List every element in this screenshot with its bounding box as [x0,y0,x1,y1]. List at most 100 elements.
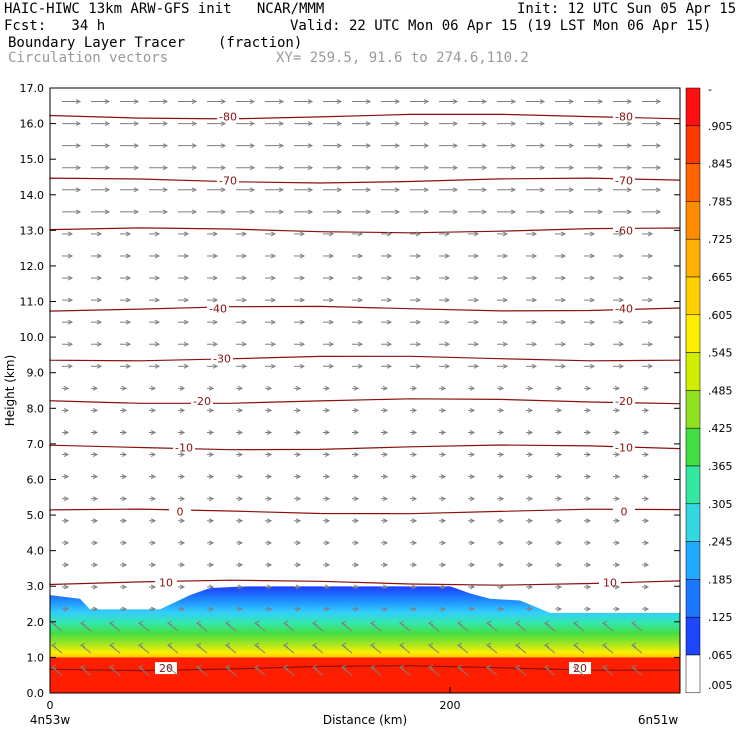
vector-arrowhead [498,584,505,590]
vector-arrowhead [647,253,654,259]
vector-arrowhead [415,297,422,303]
vector-arrowhead [212,363,219,369]
vector-arrowhead [212,253,219,259]
vector-arrowhead [92,606,99,612]
vector-arrowhead [295,496,302,502]
vector-arrowhead [382,606,389,612]
vector-arrowhead [502,363,509,369]
vector-arrowhead [353,606,360,612]
colorbar-label: .125 [708,611,733,624]
vector-arrowhead [336,121,343,127]
vector-arrowhead [618,297,625,303]
vector-arrowhead [270,253,277,259]
contour-label-bg [155,576,177,589]
vector-arrowhead [266,606,273,612]
vector-arrowhead [353,430,360,435]
vector-arrowhead [568,143,575,149]
vector-arrowhead [527,540,534,546]
vector-arrowhead [220,121,227,127]
vector-arrowhead [220,143,227,149]
vector-arrowhead [556,540,563,546]
contour-label-bg [613,395,635,408]
vector-arrowhead [469,385,476,391]
vector-arrowhead [278,143,285,149]
vector-arrowhead [241,275,248,281]
vector-arrowhead [179,474,186,480]
vector-arrowhead [452,121,459,127]
colorbar-segment [685,427,701,467]
vector-arrowhead [498,606,505,612]
vector-arrowhead [278,165,285,171]
vector-arrowhead [411,430,418,435]
vector-arrowhead [597,143,604,149]
vector-arrowhead [328,319,335,325]
vector-arrowhead [498,496,505,502]
vector-arrowhead [137,620,144,626]
colorbar-segment [685,503,701,542]
vector-arrowhead [154,275,161,281]
contour-label-bg [613,302,635,315]
vector-arrowhead [585,606,592,612]
vector-arrowhead [498,430,505,435]
vector-arrowhead [237,584,244,590]
vector-arrowhead [191,209,198,215]
vector-arrowhead [179,385,186,391]
vector-arrowhead [121,496,128,502]
vector-arrowhead [311,642,318,648]
x-tick-label: 200 [440,699,461,712]
contour-line [49,579,681,586]
vector-arrowhead [560,319,567,325]
vector-arrowhead [353,540,360,546]
vector-arrowhead [614,452,621,458]
vector-arrowhead [353,496,360,502]
vector-arrowhead [208,540,215,546]
vector-arrowhead [481,121,488,127]
vector-arrowhead [394,209,401,215]
vector-arrowhead [527,430,534,435]
vector-arrowhead [133,121,140,127]
vector-arrowhead [556,584,563,590]
vector-arrowhead [224,664,231,670]
vector-arrowhead [382,496,389,502]
vector-arrowhead [154,363,161,369]
vector-arrowhead [473,363,480,369]
vector-arrowhead [415,275,422,281]
y-tick-label: 16.0 [20,118,45,131]
vector-arrowhead [266,584,273,590]
vector-arrowhead [614,407,621,413]
vector-arrowhead [295,474,302,480]
vector-arrowhead [382,584,389,590]
colorbar-label: .185 [708,573,733,586]
vector-arrowhead [560,231,567,237]
contour-line [49,355,681,362]
vector-arrowhead [539,209,546,215]
vector-arrowhead [643,385,650,391]
vector-arrowhead [469,584,476,590]
vector-arrowhead [585,430,592,435]
vector-arrowhead [208,407,215,413]
vector-arrowhead [125,253,132,259]
vector-arrowhead [121,562,128,568]
vector-arrowhead [444,275,451,281]
vector-arrowhead [531,297,538,303]
contour-label: -70 [615,175,633,188]
vector-arrowhead [125,297,132,303]
vector-arrowhead [121,606,128,612]
vector-arrowhead [150,430,157,435]
vector-arrowhead [655,209,662,215]
vector-arrowhead [440,584,447,590]
vector-arrowhead [469,474,476,480]
vector-arrowhead [568,209,575,215]
vector-arrowhead [394,187,401,193]
run-title: HAIC-HIWC 13km ARW-GFS init NCAR/MMM [4,1,325,17]
vector-arrowhead [266,452,273,458]
vector-arrowhead [336,143,343,149]
vector-arrowhead [452,143,459,149]
contour-label: 10 [159,577,173,590]
vector-arrowhead [473,297,480,303]
colorbar-segment [685,314,701,353]
vector-arrowhead [353,562,360,568]
y-tick-label: 6.0 [27,473,45,486]
vector-arrowhead [92,452,99,458]
vector-arrowhead [278,121,285,127]
